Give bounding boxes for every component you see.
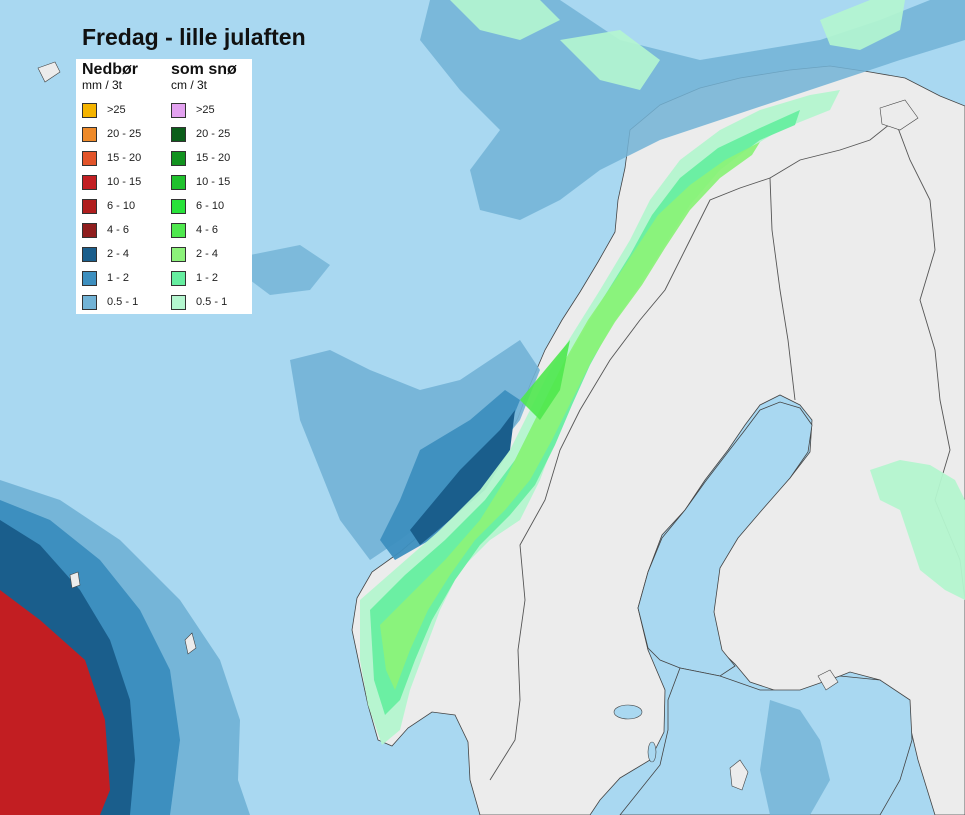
snow-swatch bbox=[171, 102, 186, 118]
snow-legend-row: 1 - 2 bbox=[171, 266, 237, 290]
snow-legend-label: 10 - 15 bbox=[196, 176, 231, 188]
island-svalbard-hint bbox=[879, 99, 919, 131]
border-norway-sweden bbox=[489, 177, 771, 781]
snow-swatch bbox=[171, 222, 186, 238]
snow-swatch bbox=[171, 294, 186, 310]
legend-rain-title: Nedbør bbox=[82, 61, 138, 78]
snow-swatch bbox=[171, 150, 186, 166]
legend-snow: som snø cm / 3t >25 20 - 25 15 - 20 10 - 15… bbox=[171, 61, 237, 314]
rain-legend-row: >25 bbox=[82, 98, 141, 122]
legend-rain-unit: mm / 3t bbox=[82, 78, 123, 92]
rain-north-2 bbox=[250, 245, 330, 295]
snow-swatch bbox=[171, 126, 186, 142]
snow-4-6 bbox=[520, 340, 570, 420]
legend-rain: Nedbør mm / 3t >25 20 - 25 15 - 20 10 - 15 6… bbox=[82, 61, 141, 314]
island-aland bbox=[817, 669, 839, 691]
rain-legend-label: 20 - 25 bbox=[107, 128, 142, 140]
rain-swatch bbox=[82, 174, 97, 190]
rain-swatch bbox=[82, 150, 97, 166]
rain-swatch bbox=[82, 102, 97, 118]
island-faroes bbox=[69, 571, 81, 589]
snow-legend-row: 15 - 20 bbox=[171, 146, 237, 170]
rain-legend-label: >25 bbox=[107, 104, 126, 116]
rain-legend-label: 4 - 6 bbox=[107, 224, 130, 236]
rain-legend-row: 6 - 10 bbox=[82, 194, 141, 218]
rain-swatch bbox=[82, 198, 97, 214]
snow-east-finland bbox=[870, 460, 965, 600]
lake-vanern bbox=[613, 704, 643, 720]
snow-legend-row: 2 - 4 bbox=[171, 242, 237, 266]
snow-legend-row: >25 bbox=[171, 98, 237, 122]
border-norway-finland bbox=[769, 119, 896, 179]
snow-legend-row: 0.5 - 1 bbox=[171, 290, 237, 314]
snow-legend-label: 0.5 - 1 bbox=[196, 296, 228, 308]
border-sweden-finland bbox=[769, 177, 796, 401]
snow-0.5-1 bbox=[360, 90, 840, 745]
gulf-of-bothnia bbox=[637, 401, 813, 677]
rain-swatch bbox=[82, 270, 97, 286]
snow-swatch bbox=[171, 198, 186, 214]
legend-snow-title: som snø bbox=[171, 61, 237, 78]
rain-legend-label: 15 - 20 bbox=[107, 152, 142, 164]
island-gotland bbox=[729, 759, 749, 791]
rain-legend-row: 10 - 15 bbox=[82, 170, 141, 194]
rain-swatch bbox=[82, 126, 97, 142]
rain-legend-row: 20 - 25 bbox=[82, 122, 141, 146]
rain-coast-light bbox=[290, 340, 540, 560]
rain-legend-row: 15 - 20 bbox=[82, 146, 141, 170]
rain-10-15 bbox=[0, 590, 110, 815]
snow-legend-label: >25 bbox=[196, 104, 215, 116]
rain-legend-label: 6 - 10 bbox=[107, 200, 136, 212]
snow-legend-row: 6 - 10 bbox=[171, 194, 237, 218]
snow-legend-label: 2 - 4 bbox=[196, 248, 219, 260]
rain-legend-row: 0.5 - 1 bbox=[82, 290, 141, 314]
snow-legend-label: 1 - 2 bbox=[196, 272, 219, 284]
rain-legend-row: 4 - 6 bbox=[82, 218, 141, 242]
lake-vattern bbox=[647, 741, 657, 763]
rain-swatch bbox=[82, 222, 97, 238]
rain-legend-label: 2 - 4 bbox=[107, 248, 130, 260]
snow-legend-label: 4 - 6 bbox=[196, 224, 219, 236]
snow-swatch bbox=[171, 270, 186, 286]
snow-north-arctic bbox=[450, 0, 905, 90]
rain-legend-label: 0.5 - 1 bbox=[107, 296, 139, 308]
rain-north bbox=[420, 0, 965, 220]
snow-legend-row: 4 - 6 bbox=[171, 218, 237, 242]
snow-legend-row: 20 - 25 bbox=[171, 122, 237, 146]
island-jan-mayen bbox=[37, 61, 61, 83]
rain-legend-label: 10 - 15 bbox=[107, 176, 142, 188]
snow-legend-label: 20 - 25 bbox=[196, 128, 231, 140]
rain-swatch bbox=[82, 294, 97, 310]
snow-legend-row: 10 - 15 bbox=[171, 170, 237, 194]
rain-swatch bbox=[82, 246, 97, 262]
rain-coast-mid bbox=[380, 390, 520, 560]
snow-legend-label: 6 - 10 bbox=[196, 200, 225, 212]
rain-legend-label: 1 - 2 bbox=[107, 272, 130, 284]
island-shetland bbox=[184, 632, 197, 655]
legend-snow-unit: cm / 3t bbox=[171, 78, 208, 92]
snow-swatch bbox=[171, 246, 186, 262]
snow-legend-label: 15 - 20 bbox=[196, 152, 231, 164]
snow-1-2 bbox=[370, 110, 800, 715]
rain-coast-dark bbox=[410, 410, 515, 545]
snow-swatch bbox=[171, 174, 186, 190]
rain-east-baltic bbox=[760, 700, 830, 815]
rain-legend-row: 2 - 4 bbox=[82, 242, 141, 266]
rain-legend-row: 1 - 2 bbox=[82, 266, 141, 290]
legend-box: Nedbør mm / 3t >25 20 - 25 15 - 20 10 - 15 6… bbox=[76, 59, 252, 314]
map-title: Fredag - lille julaften bbox=[82, 24, 306, 50]
